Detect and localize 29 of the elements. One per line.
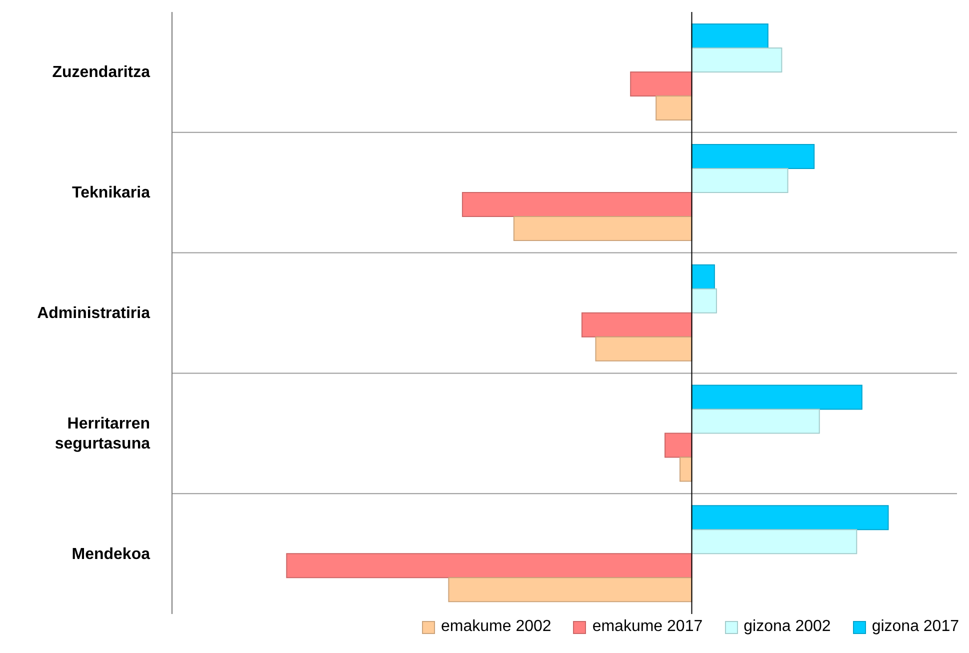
bar [462,192,692,217]
bar [691,144,815,169]
y-tick-label: Mendekoa [72,545,150,562]
bar [680,456,692,482]
bar [691,24,768,49]
y-tick-label: Herritarren segurtasuna [54,414,150,452]
bar [595,336,692,362]
legend-label: emakume 2002 [441,618,552,636]
bar [691,168,788,193]
bar [691,408,820,434]
bar [664,432,692,458]
bar [656,96,692,121]
bar [691,384,862,410]
bar [691,505,889,530]
y-tick-label: Zuzendaritza [52,64,150,81]
legend-label: gizona 2017 [872,618,959,636]
y-tick-label: Administratiria [37,304,150,322]
bar [630,72,692,97]
bar [448,577,692,602]
bar [691,264,715,290]
bar [286,553,692,578]
bar [581,312,692,338]
legend-label: gizona 2002 [744,618,831,636]
bar [691,288,717,314]
bar [691,48,782,73]
y-tick-label: Teknikaria [72,184,150,202]
bar [691,529,858,554]
legend-label: emakume 2017 [592,618,703,636]
bar [513,216,692,241]
